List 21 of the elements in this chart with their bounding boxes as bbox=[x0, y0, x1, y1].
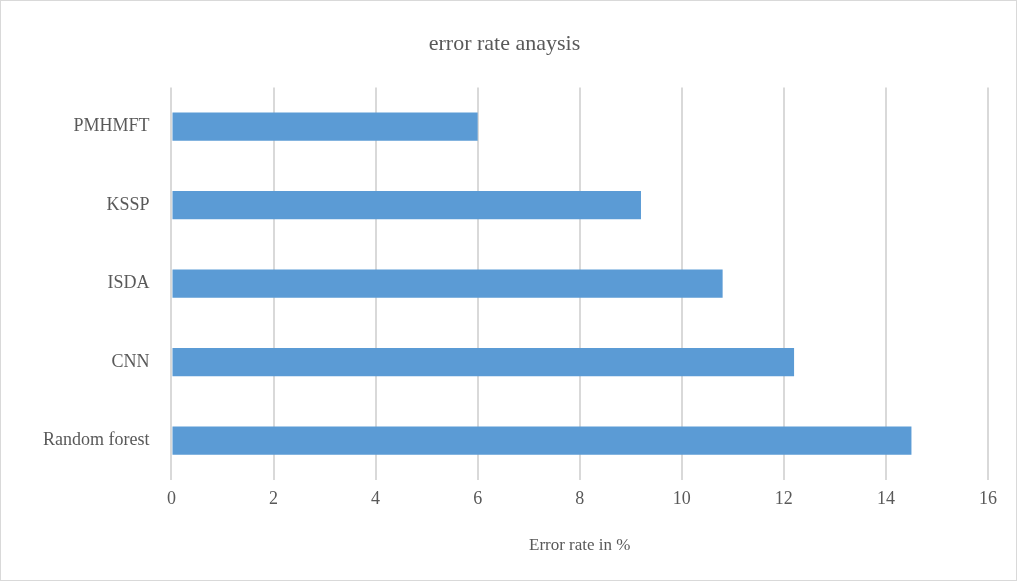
y-tick-label: CNN bbox=[111, 350, 150, 371]
y-tick-label: PMHMFT bbox=[73, 115, 150, 136]
bar bbox=[172, 269, 723, 298]
bar bbox=[172, 348, 795, 377]
y-tick-label: Random forest bbox=[43, 429, 150, 450]
x-axis-title: Error rate in % bbox=[529, 535, 631, 555]
chart-title: error rate anaysis bbox=[428, 29, 581, 55]
x-tick-label: 6 bbox=[473, 487, 483, 508]
x-tick-label: 2 bbox=[269, 487, 279, 508]
x-tick-label: 14 bbox=[876, 487, 895, 508]
x-tick-label: 8 bbox=[575, 487, 585, 508]
x-tick-label: 12 bbox=[774, 487, 793, 508]
bar bbox=[172, 191, 641, 220]
x-tick-label: 0 bbox=[166, 487, 176, 508]
y-tick-label: ISDA bbox=[107, 272, 150, 293]
x-tick-label: 4 bbox=[371, 487, 381, 508]
y-tick-label: KSSP bbox=[106, 193, 150, 214]
x-tick-label: 16 bbox=[979, 487, 997, 508]
bar bbox=[172, 426, 912, 455]
x-tick-label: 10 bbox=[672, 487, 691, 508]
bar bbox=[172, 112, 478, 141]
